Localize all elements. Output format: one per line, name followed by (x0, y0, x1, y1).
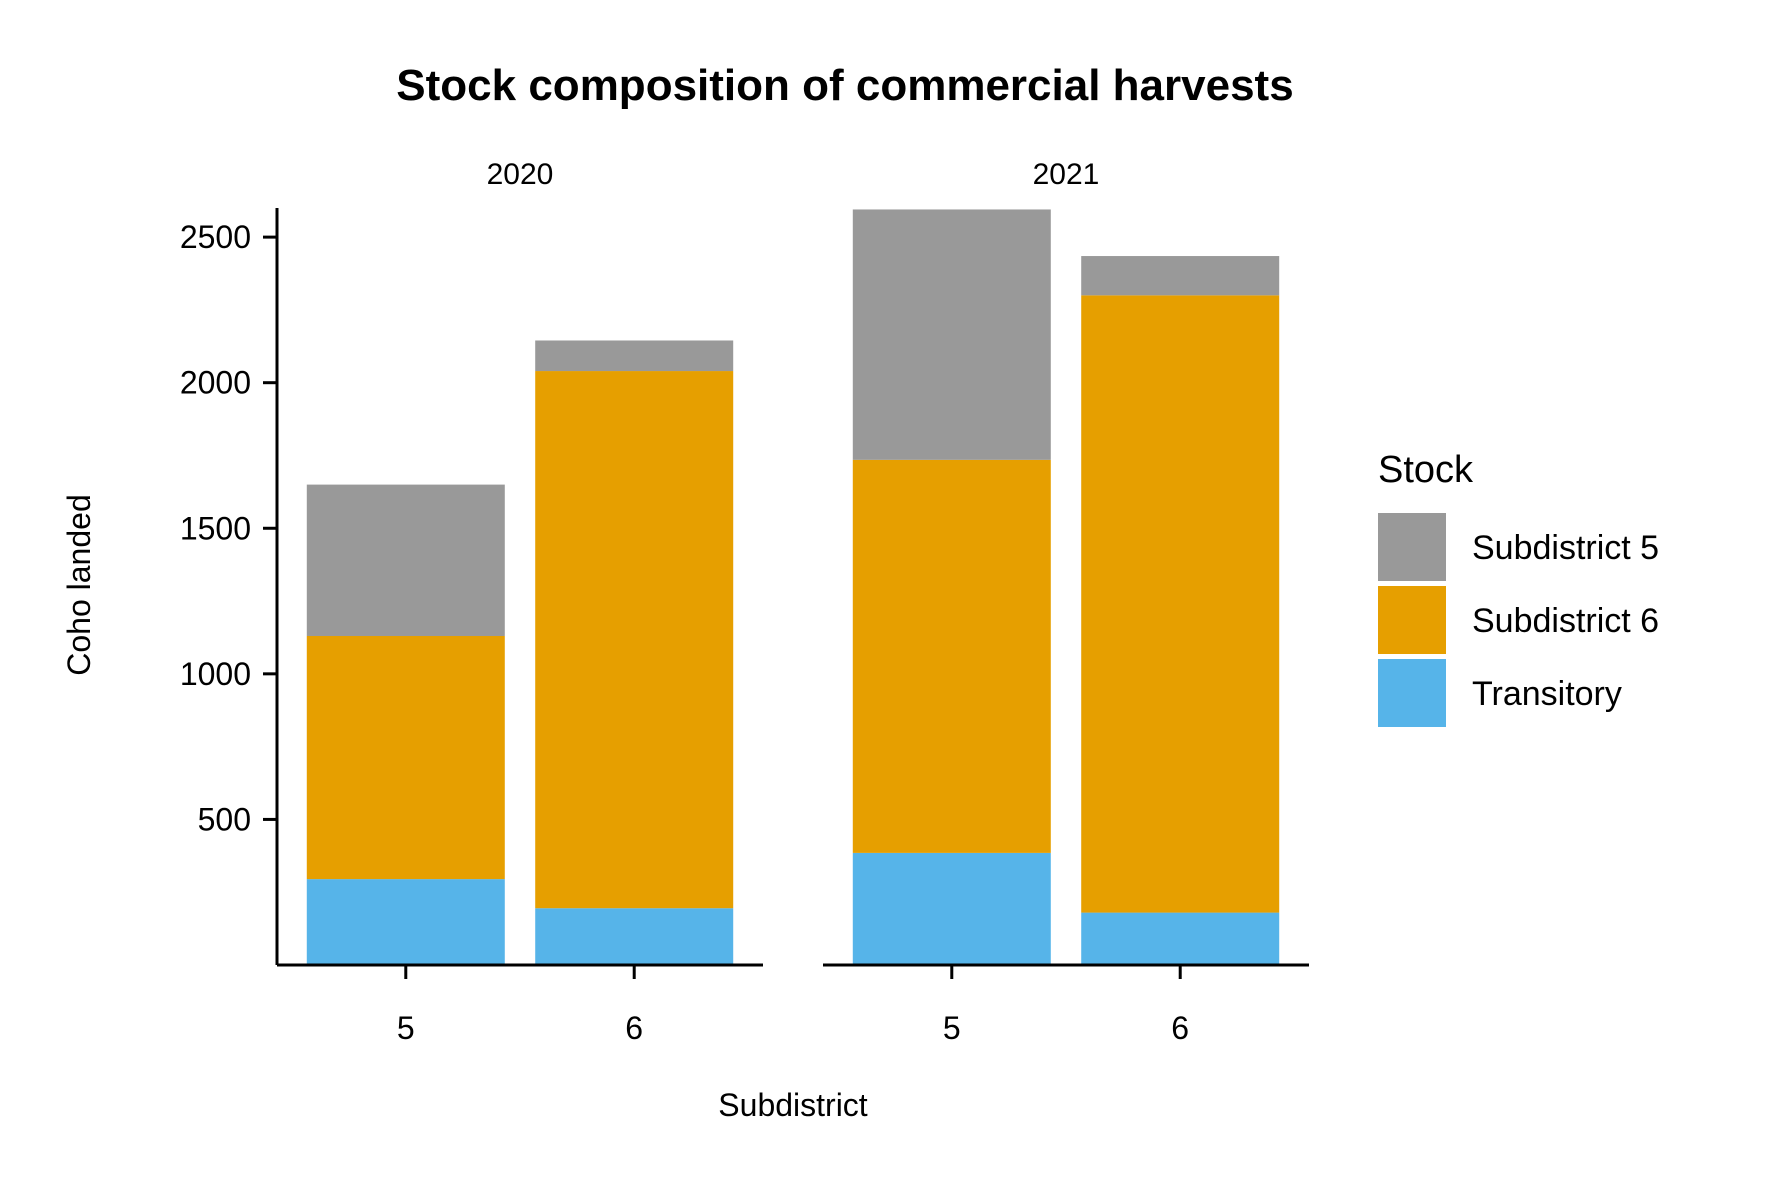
bar-segment-2020-6-subdistrict-6 (535, 371, 734, 909)
bar-segment-2020-6-transitory (535, 908, 734, 965)
legend-key-subdistrict-6 (1378, 586, 1446, 654)
y-tick-label: 1500 (180, 510, 251, 546)
bar-segment-2020-6-subdistrict-5 (535, 340, 734, 372)
legend-key-transitory (1378, 659, 1446, 727)
bar-segment-2021-6-subdistrict-6 (1081, 295, 1280, 913)
x-tick-label: 5 (943, 1010, 961, 1046)
legend-item: Subdistrict 6 (1378, 586, 1659, 654)
x-tick-label: 5 (397, 1010, 415, 1046)
legend-items: Subdistrict 5 Subdistrict 6 Transitory (1378, 513, 1659, 727)
y-axis-title: Coho landed (61, 494, 97, 675)
bar-segment-2021-5-subdistrict-5 (852, 209, 1051, 460)
legend-label: Subdistrict 6 (1472, 602, 1659, 640)
x-tick-label: 6 (1171, 1010, 1189, 1046)
bar-segment-2021-6-transitory (1081, 912, 1280, 965)
y-tick-label: 2000 (180, 365, 251, 401)
facet-strip-label: 2021 (1033, 158, 1100, 191)
legend-item: Transitory (1378, 659, 1622, 727)
legend-item: Subdistrict 5 (1378, 513, 1659, 581)
facet-strip-label: 2020 (487, 158, 554, 191)
legend-label: Subdistrict 5 (1472, 529, 1659, 567)
bar-segment-2021-6-subdistrict-5 (1081, 256, 1280, 296)
y-tick-label: 500 (198, 801, 251, 837)
facet-panels: 2020 5 6 500 1000 1500 2000 2500 2021 5 6 (180, 158, 1309, 1046)
legend: Stock Subdistrict 5 Subdistrict 6 Transito… (1378, 449, 1659, 727)
legend-key-subdistrict-5 (1378, 513, 1446, 581)
facet-panel-2021: 2021 5 6 (823, 158, 1309, 1046)
bar-segment-2020-5-transitory (306, 879, 505, 965)
chart-title: Stock composition of commercial harvests (396, 61, 1293, 110)
bar-segment-2021-5-transitory (852, 852, 1051, 965)
x-tick-label: 6 (625, 1010, 643, 1046)
facet-panel-2020: 2020 5 6 500 1000 1500 2000 2500 (180, 158, 763, 1046)
bar-segment-2020-5-subdistrict-6 (306, 635, 505, 880)
bar-segment-2021-5-subdistrict-6 (852, 459, 1051, 853)
legend-label: Transitory (1472, 675, 1622, 713)
bar-segment-2020-5-subdistrict-5 (306, 484, 505, 636)
legend-title: Stock (1378, 449, 1474, 491)
y-tick-label: 2500 (180, 219, 251, 255)
x-axis-title: Subdistrict (718, 1087, 868, 1123)
y-tick-label: 1000 (180, 656, 251, 692)
